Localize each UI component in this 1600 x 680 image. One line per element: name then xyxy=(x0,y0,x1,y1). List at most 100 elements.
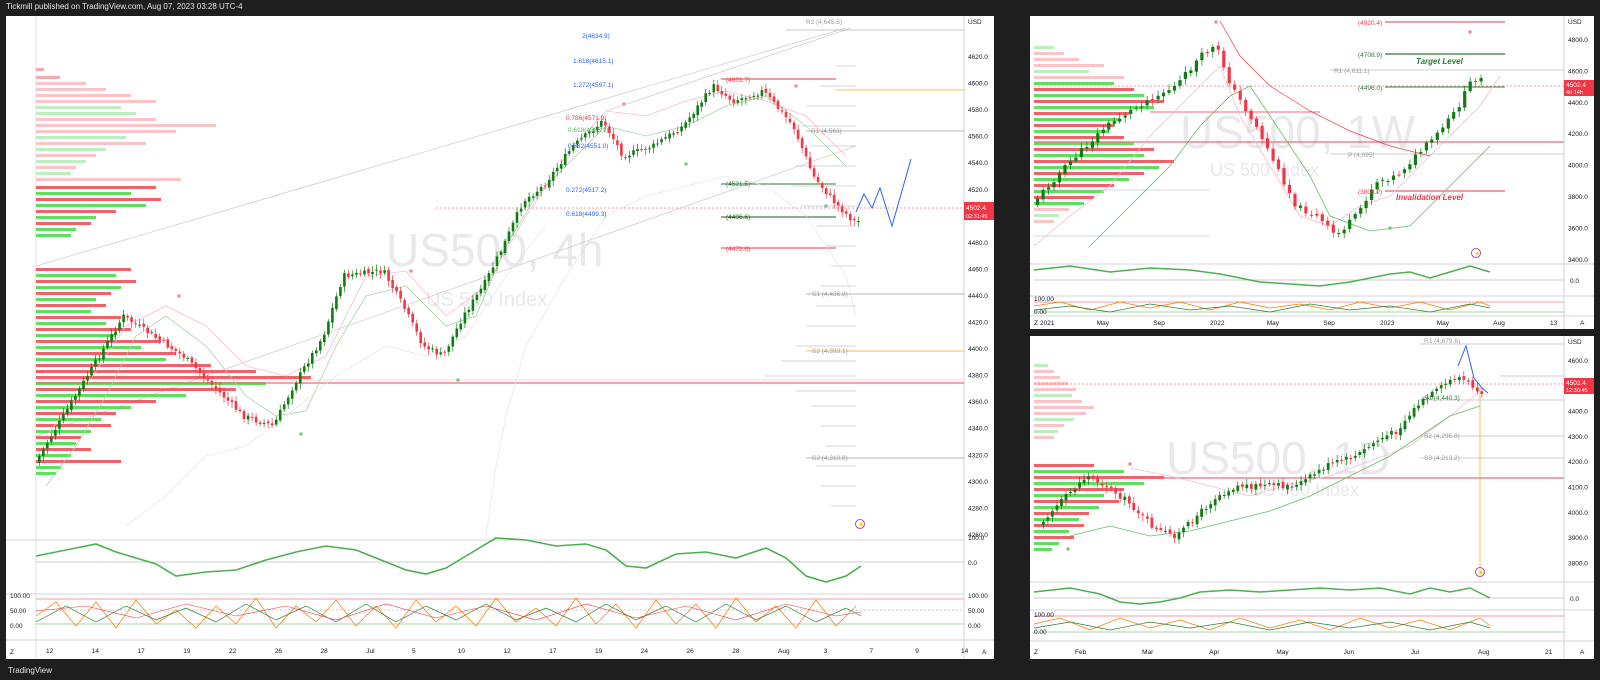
candle-body xyxy=(303,366,306,372)
candle-body xyxy=(499,251,503,255)
candle-body xyxy=(712,84,716,93)
candle-body xyxy=(1359,207,1363,214)
zoom-button[interactable]: Z xyxy=(10,649,14,656)
candle-body xyxy=(343,273,346,287)
candle-body xyxy=(1370,189,1374,200)
osc2-tick-100: 100.00 xyxy=(968,593,988,600)
candle-body xyxy=(70,400,73,411)
level-d1-r1: R1 (4,679.6) xyxy=(1424,338,1460,345)
candle-body xyxy=(1259,483,1262,487)
candle-body xyxy=(744,98,748,100)
candle-body xyxy=(114,331,117,336)
candle-body xyxy=(1268,483,1271,485)
candle-body xyxy=(90,366,93,376)
candle-body xyxy=(1353,214,1357,219)
svg-text:⚡: ⚡ xyxy=(858,521,865,529)
price-tag-1w-value: 4502.4 xyxy=(1566,82,1586,89)
candle-body xyxy=(1331,462,1335,464)
candle-body xyxy=(1057,173,1062,183)
candle-body xyxy=(1462,376,1466,380)
candle-body xyxy=(1322,469,1326,471)
candle-body xyxy=(1320,214,1324,222)
candle-body xyxy=(1168,529,1172,534)
zoom-button-1w[interactable]: Z xyxy=(1034,320,1038,327)
price-tick: 4300.0 xyxy=(968,479,988,486)
auto-scale-button-1d[interactable]: A xyxy=(1580,649,1585,656)
candle-body xyxy=(1376,440,1380,443)
lightning-icon-1w[interactable] xyxy=(1471,248,1481,258)
candle-body xyxy=(1146,516,1149,519)
candle-body xyxy=(1186,522,1190,527)
price-tag-1w xyxy=(1564,80,1594,96)
candle-body xyxy=(359,273,362,275)
candle-body xyxy=(431,348,434,350)
candle-body xyxy=(1304,206,1308,214)
candle-body xyxy=(608,126,611,133)
candle-body xyxy=(118,322,121,330)
fib-0382: 0.382(4551.0) xyxy=(568,143,608,150)
candle-body xyxy=(1209,504,1213,509)
price-tick: 4300.0 xyxy=(1568,434,1588,441)
chart-panel-4h[interactable]: US500, 4h US 500 Index xyxy=(6,16,994,659)
candle-body xyxy=(824,188,828,194)
candle-body xyxy=(828,193,832,195)
price-tick: 4280.0 xyxy=(968,505,988,512)
candle-body xyxy=(1134,107,1138,109)
candle-body xyxy=(580,138,583,140)
candle-body xyxy=(254,416,258,423)
lightning-icon[interactable] xyxy=(855,519,865,529)
candle-body xyxy=(1367,446,1371,448)
candle-body xyxy=(222,392,226,398)
candle-body xyxy=(604,121,607,126)
candle-body xyxy=(1182,527,1185,533)
candle-body xyxy=(134,323,137,325)
auto-scale-button-1w[interactable]: A xyxy=(1580,320,1585,327)
watermark-symbol-1w: US500, 1W xyxy=(1180,106,1416,158)
oscillator-1-1d xyxy=(1033,587,1491,605)
chart-1w-svg: US500, 1W US 500 Index xyxy=(1030,16,1594,329)
candle-body xyxy=(379,270,382,274)
candle-body xyxy=(664,137,667,139)
candle-body xyxy=(724,93,728,96)
zoom-button-1d[interactable]: Z xyxy=(1034,649,1038,656)
candle-body xyxy=(1335,460,1339,463)
candle-body xyxy=(640,149,643,151)
lightning-icon-1d[interactable] xyxy=(1475,567,1485,577)
candle-body xyxy=(1412,408,1416,417)
candle-body xyxy=(230,400,234,402)
candles-1w xyxy=(1036,41,1483,239)
auto-scale-button[interactable]: A xyxy=(982,649,987,656)
chart-panel-1w[interactable]: US500, 1W US 500 Index xyxy=(1030,16,1594,329)
candle-body xyxy=(194,362,198,369)
candle-body xyxy=(1233,84,1237,90)
time-tick: 17 xyxy=(138,648,146,655)
candle-body xyxy=(628,155,631,158)
time-tick: Jul xyxy=(1411,649,1420,656)
candle-body xyxy=(1375,182,1379,190)
level-w1-r1: R1 (4,611.1) xyxy=(1334,68,1370,75)
time-tick: Feb xyxy=(1075,649,1087,656)
level-w1-target: (4708.9) xyxy=(1358,52,1382,59)
price-tick: 4400.0 xyxy=(968,346,988,353)
candle-body xyxy=(351,274,354,277)
candle-body xyxy=(1424,142,1428,151)
candle-body xyxy=(1222,494,1226,496)
candle-body xyxy=(1402,169,1407,174)
svg-text:⚡: ⚡ xyxy=(1478,569,1485,577)
time-tick: 13 xyxy=(1550,320,1558,327)
candle-body xyxy=(812,168,816,177)
time-tick: 3 xyxy=(824,648,828,655)
chart-panel-1d[interactable]: US500, 1D US 500 Index xyxy=(1030,336,1594,659)
candle-body xyxy=(1430,139,1434,143)
candle-body xyxy=(391,280,394,288)
candle-body xyxy=(804,147,808,157)
time-tick: 21 xyxy=(1545,649,1553,656)
candle-body xyxy=(1189,70,1193,74)
forecast-path-4h xyxy=(855,158,912,228)
candle-body xyxy=(676,132,679,134)
candle-body xyxy=(539,186,543,191)
price-tick: 4380.0 xyxy=(968,373,988,380)
candle-body xyxy=(451,336,455,347)
time-tick: 26 xyxy=(275,648,283,655)
time-tick: May xyxy=(1437,320,1450,327)
